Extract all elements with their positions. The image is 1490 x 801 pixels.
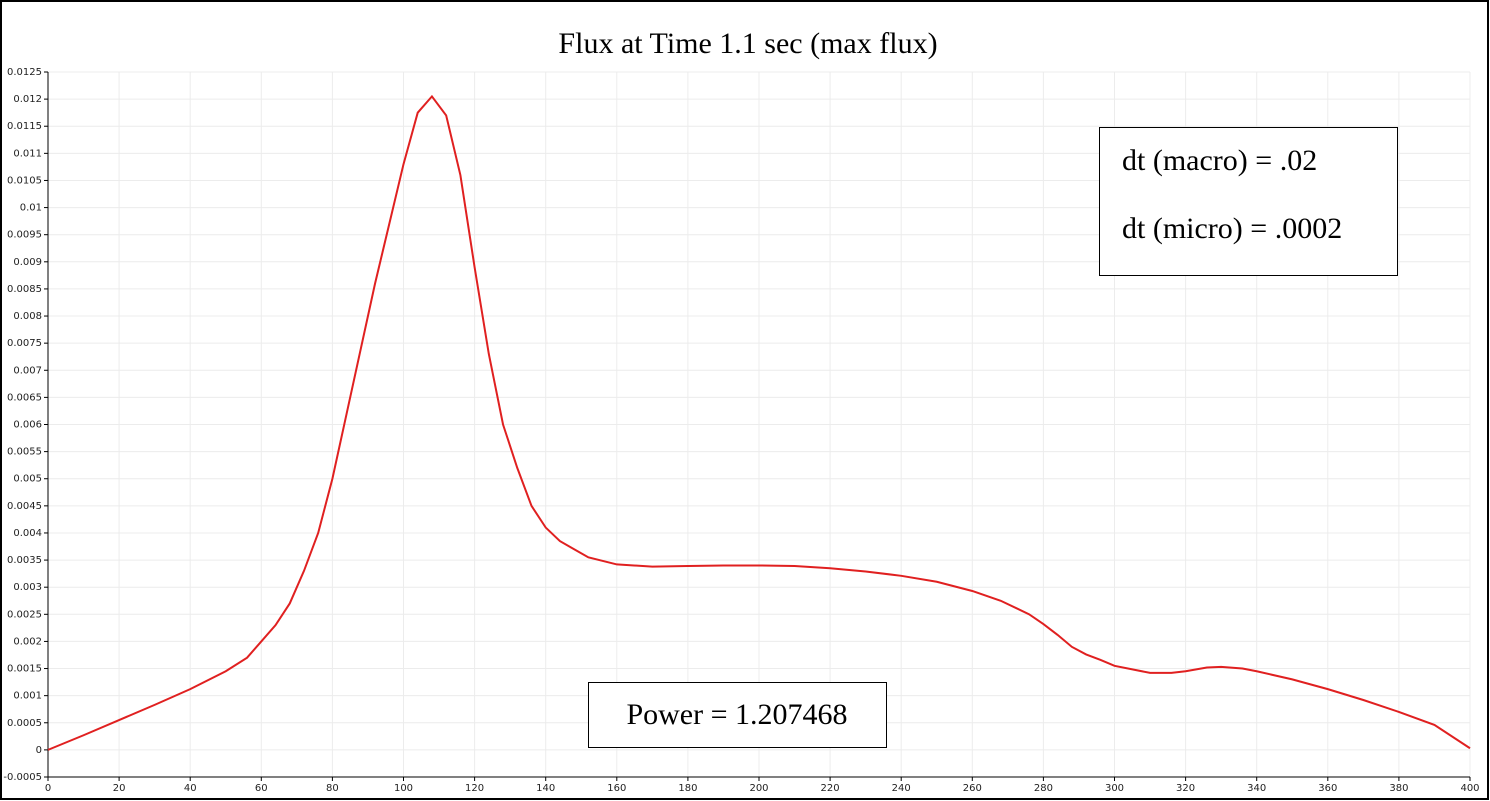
y-tick-label: 0	[36, 745, 42, 756]
y-tick-label: -0.0005	[3, 772, 42, 783]
x-tick-label: 260	[963, 783, 982, 794]
x-tick-label: 120	[465, 783, 484, 794]
x-tick-label: 220	[821, 783, 840, 794]
x-tick-label: 60	[255, 783, 268, 794]
x-tick-label: 340	[1247, 783, 1266, 794]
y-tick-label: 0.003	[13, 582, 42, 593]
x-tick-label: 80	[326, 783, 339, 794]
annotation: dt (micro) = .0002	[1122, 212, 1342, 245]
y-tick-label: 0.009	[13, 257, 42, 268]
y-tick-label: 0.012	[13, 94, 42, 105]
x-tick-label: 100	[394, 783, 413, 794]
y-tick-label: 0.011	[13, 148, 42, 159]
y-tick-label: 0.0065	[7, 392, 42, 403]
annotation-box	[588, 682, 887, 748]
y-tick-label: 0.005	[13, 474, 42, 485]
annotation: dt (macro) = .02	[1122, 144, 1317, 177]
y-tick-label: 0.002	[13, 636, 42, 647]
y-tick-label: 0.0015	[7, 664, 42, 675]
x-tick-label: 280	[1034, 783, 1053, 794]
data-line	[47, 94, 1471, 751]
x-tick-label: 140	[536, 783, 555, 794]
x-tick-label: 0	[45, 783, 51, 794]
y-tick-label: 0.004	[13, 528, 42, 539]
y-tick-label: 0.0005	[7, 718, 42, 729]
x-tick-label: 40	[184, 783, 197, 794]
y-tick-label: 0.006	[13, 420, 42, 431]
annotation: Power = 1.207468	[626, 698, 847, 731]
chart-title: Flux at Time 1.1 sec (max flux)	[558, 27, 937, 60]
y-tick-label: 0.007	[13, 365, 42, 376]
y-tick-label: 0.0125	[7, 67, 42, 78]
y-tick-label: 0.008	[13, 311, 42, 322]
x-tick-label: 240	[892, 783, 911, 794]
x-tick-label: 360	[1318, 783, 1337, 794]
x-tick-label: 160	[607, 783, 626, 794]
y-tick-label: 0.001	[13, 691, 42, 702]
y-tick-label: 0.0075	[7, 338, 42, 349]
x-tick-label: 20	[113, 783, 126, 794]
y-tick-label: 0.0085	[7, 284, 42, 295]
y-tick-label: 0.0115	[7, 121, 42, 132]
x-tick-label: 320	[1176, 783, 1195, 794]
y-tick-label: 0.0035	[7, 555, 42, 566]
x-tick-label: 300	[1105, 783, 1124, 794]
x-tick-label: 380	[1389, 783, 1408, 794]
x-tick-label: 180	[678, 783, 697, 794]
annotation-box	[1099, 127, 1398, 276]
y-tick-label: 0.0095	[7, 230, 42, 241]
x-tick-label: 400	[1460, 783, 1479, 794]
x-tick-label: 200	[749, 783, 768, 794]
y-tick-label: 0.0105	[7, 175, 42, 186]
y-tick-label: 0.0025	[7, 609, 42, 620]
y-tick-label: 0.01	[20, 203, 42, 214]
y-tick-label: 0.0055	[7, 447, 42, 458]
y-tick-label: 0.0045	[7, 501, 42, 512]
